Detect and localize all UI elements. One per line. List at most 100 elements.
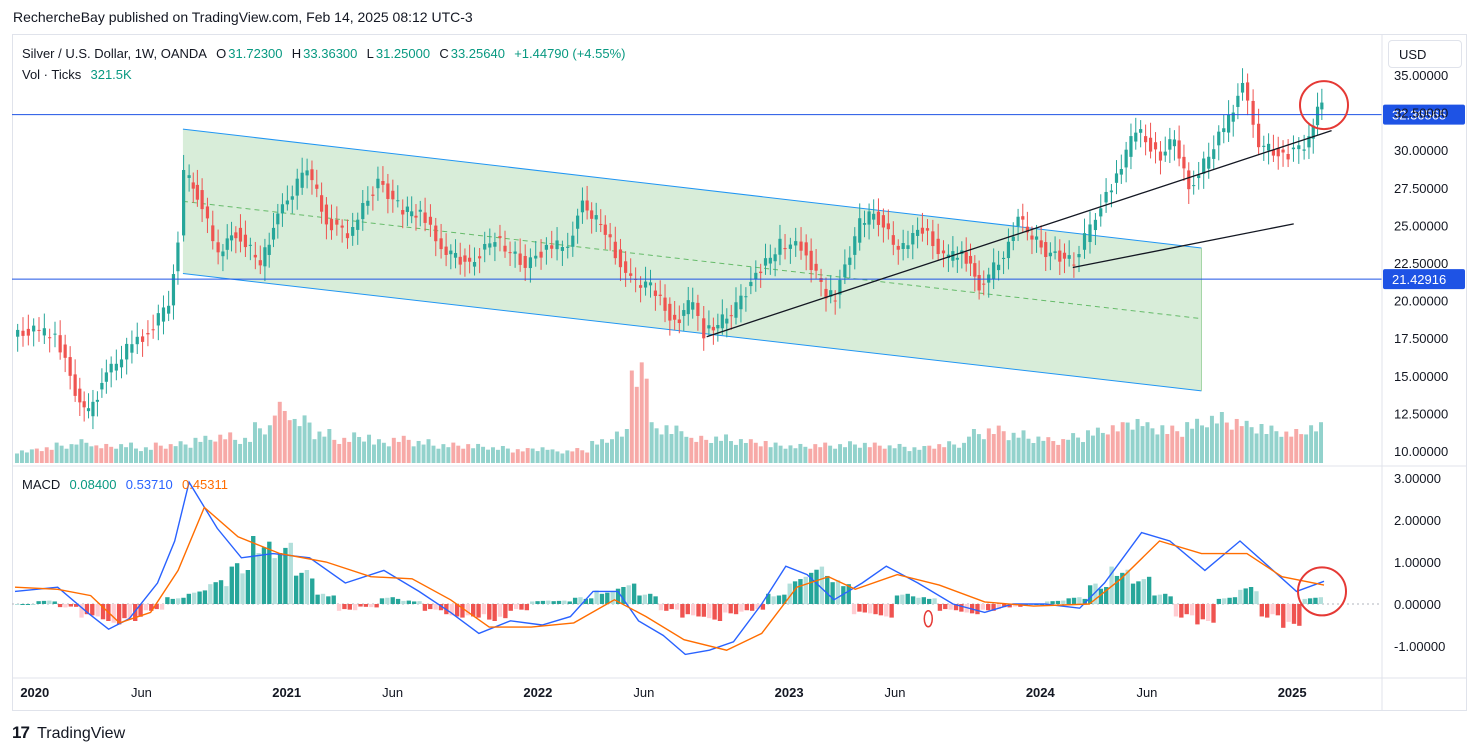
volume-bar xyxy=(629,370,634,463)
candle-body xyxy=(423,212,427,223)
volume-bar xyxy=(565,450,570,463)
volume-bar xyxy=(491,447,495,463)
price-tick-label: 32.50000 xyxy=(1394,106,1448,121)
volume-bar xyxy=(674,425,679,463)
macd-histogram-bar xyxy=(530,601,535,604)
candle-body xyxy=(1139,129,1143,133)
tradingview-brand[interactable]: 17 TradingView xyxy=(12,720,125,746)
macd-histogram-bar xyxy=(535,601,540,604)
macd-histogram-bar xyxy=(213,582,218,604)
macd-histogram-bar xyxy=(422,604,428,611)
volume-bar xyxy=(342,437,347,463)
macd-histogram-bar xyxy=(310,578,315,604)
candle-body xyxy=(997,264,1001,271)
volume-bar xyxy=(352,432,357,463)
low-label: L xyxy=(366,46,374,61)
symbol-label[interactable]: Silver / U.S. Dollar, 1W, OANDA xyxy=(22,46,207,61)
candle-body xyxy=(1217,131,1221,146)
macd-histogram-bar xyxy=(175,598,181,604)
macd-histogram-bar xyxy=(594,590,599,604)
volume-bar xyxy=(1105,434,1110,463)
candle-body xyxy=(936,238,940,255)
candle-body xyxy=(63,344,67,358)
descending-channel[interactable] xyxy=(182,128,1202,392)
candle-body xyxy=(911,233,915,245)
candle-body xyxy=(151,329,155,331)
candle-body xyxy=(205,206,210,219)
macd-histogram-bar xyxy=(1275,604,1281,616)
macd-histogram-bar xyxy=(615,588,621,604)
macd-histogram-bar xyxy=(825,575,830,604)
macd-histogram-bar xyxy=(787,583,792,604)
volume-bar xyxy=(198,441,203,463)
macd-histogram-bar xyxy=(846,584,851,604)
macd-histogram-bar xyxy=(1061,600,1066,604)
volume-bar xyxy=(689,437,694,463)
macd-label[interactable]: MACD xyxy=(22,477,61,492)
volume-bar xyxy=(386,446,391,463)
candle-body xyxy=(707,325,711,329)
volume-bar xyxy=(848,441,852,463)
volume-bar xyxy=(1021,430,1026,463)
candle-body xyxy=(401,210,405,215)
candle-body xyxy=(351,227,355,236)
volume-bar xyxy=(1006,440,1011,463)
macd-histogram-bar xyxy=(1184,604,1189,615)
macd-histogram-bar xyxy=(1109,566,1114,604)
currency-button[interactable]: USD xyxy=(1388,40,1462,68)
volume-bar xyxy=(29,449,34,463)
volume-bar xyxy=(927,445,932,463)
volume-bar xyxy=(54,442,59,463)
candle-body xyxy=(1039,240,1043,248)
price-tick-label: 15.00000 xyxy=(1394,369,1448,384)
macd-histogram-bar xyxy=(428,604,433,610)
tradingview-brand-label: TradingView xyxy=(37,725,126,742)
macd-histogram-bar xyxy=(867,604,873,614)
high-value: 33.36300 xyxy=(303,46,358,61)
volume-bar xyxy=(649,422,654,463)
macd-histogram-bar xyxy=(1120,572,1125,604)
candle-body xyxy=(1311,125,1315,139)
volume-bar xyxy=(1165,434,1170,463)
volume-label[interactable]: Vol · Ticks xyxy=(22,67,82,82)
price-series[interactable] xyxy=(16,68,1324,430)
macd-histogram-bar xyxy=(648,593,653,604)
trendlines[interactable] xyxy=(706,130,1332,338)
volume-bar xyxy=(882,448,887,463)
candle-body xyxy=(42,328,46,336)
volume-bar xyxy=(218,434,223,463)
volume-bar xyxy=(347,441,352,463)
macd-histogram-bar xyxy=(492,604,497,621)
macd-histogram-bar xyxy=(1146,576,1152,604)
price-highlight-circle xyxy=(1299,80,1349,131)
candle-body xyxy=(931,231,935,247)
volume-bar xyxy=(143,447,148,463)
horizontal-levels[interactable]: 32.36565 21.42916 xyxy=(12,104,1465,290)
volume-bar xyxy=(411,446,416,463)
volume-bar xyxy=(476,443,481,463)
macd-histogram-bar xyxy=(878,604,884,616)
candle-body xyxy=(68,357,72,376)
candle-body xyxy=(1124,149,1128,168)
candle-body xyxy=(329,218,334,231)
candle-body xyxy=(483,243,487,250)
open-label: O xyxy=(216,46,227,61)
volume-bar xyxy=(213,441,218,463)
volume-bar xyxy=(267,425,272,463)
volume-bar xyxy=(109,446,114,463)
highlight-marks[interactable] xyxy=(923,80,1349,628)
candle-body xyxy=(968,255,973,264)
macd-histogram-bar xyxy=(567,601,572,604)
macd-histogram-bar xyxy=(1093,583,1098,604)
macd-histogram-bar xyxy=(572,597,578,604)
macd-histogram-bar xyxy=(1168,596,1173,604)
volume-bar xyxy=(1145,422,1150,463)
candle-body xyxy=(853,236,857,255)
candle-body xyxy=(366,200,370,206)
volume-bar xyxy=(1125,422,1130,463)
candle-body xyxy=(1226,114,1231,133)
macd-histogram-bar xyxy=(234,563,240,604)
candle-body xyxy=(258,260,262,266)
candle-body xyxy=(702,318,706,339)
